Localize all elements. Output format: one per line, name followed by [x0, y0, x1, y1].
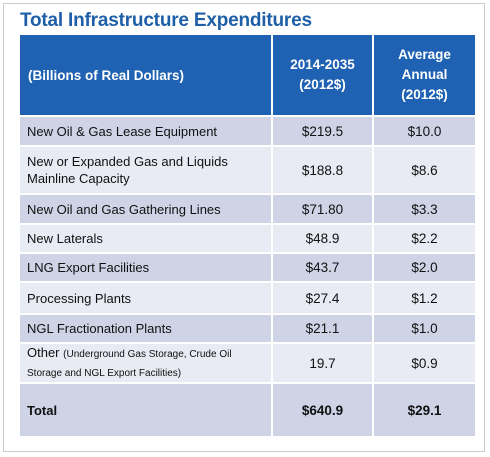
- header-period-total: 2014-2035 (2012$): [272, 35, 374, 117]
- expenditures-table: (Billions of Real Dollars) 2014-2035 (20…: [20, 35, 475, 438]
- row-label: New or Expanded Gas and Liquids Mainline…: [20, 146, 273, 195]
- row-label: New Laterals: [20, 224, 273, 254]
- row-total: $21.1: [272, 314, 374, 344]
- row-total: $43.7: [272, 253, 374, 283]
- row-label-note: (Underground Gas Storage, Crude Oil Stor…: [27, 349, 232, 379]
- row-label-main: Other: [27, 345, 60, 360]
- row-total: $27.4: [272, 282, 374, 315]
- table-header-row: (Billions of Real Dollars) 2014-2035 (20…: [20, 35, 475, 117]
- table-row: LNG Export Facilities $43.7 $2.0: [20, 253, 475, 283]
- table-row: New or Expanded Gas and Liquids Mainline…: [20, 146, 475, 195]
- total-label: Total: [20, 383, 273, 438]
- table-row: NGL Fractionation Plants $21.1 $1.0: [20, 314, 475, 344]
- total-value: $640.9: [272, 383, 374, 438]
- row-label: Processing Plants: [20, 282, 273, 315]
- row-label: NGL Fractionation Plants: [20, 314, 273, 344]
- total-annual: $29.1: [373, 383, 475, 438]
- table-panel: Total Infrastructure Expenditures (Billi…: [3, 3, 485, 452]
- header-period-line2: (2012$): [299, 77, 346, 92]
- row-annual: $2.2: [373, 224, 475, 254]
- row-label: LNG Export Facilities: [20, 253, 273, 283]
- row-annual: $1.2: [373, 282, 475, 315]
- table-row: Other (Underground Gas Storage, Crude Oi…: [20, 343, 475, 384]
- row-annual: $8.6: [373, 146, 475, 195]
- total-row: Total $640.9 $29.1: [20, 383, 475, 438]
- table-row: New Oil & Gas Lease Equipment $219.5 $10…: [20, 116, 475, 147]
- row-annual: $2.0: [373, 253, 475, 283]
- row-label: Other (Underground Gas Storage, Crude Oi…: [20, 343, 273, 384]
- row-total: 19.7: [272, 343, 374, 384]
- row-total: $219.5: [272, 116, 374, 147]
- header-period-line1: 2014-2035: [290, 57, 355, 72]
- row-annual: $3.3: [373, 194, 475, 225]
- row-total: $71.80: [272, 194, 374, 225]
- page-title: Total Infrastructure Expenditures: [20, 10, 312, 31]
- row-annual: $10.0: [373, 116, 475, 147]
- table-row: New Laterals $48.9 $2.2: [20, 224, 475, 254]
- table-row: Processing Plants $27.4 $1.2: [20, 282, 475, 315]
- row-label: New Oil and Gas Gathering Lines: [20, 194, 273, 225]
- row-total: $48.9: [272, 224, 374, 254]
- header-average-annual: Average Annual (2012$): [373, 35, 475, 117]
- header-average-line2: (2012$): [401, 87, 448, 102]
- header-units-label: (Billions of Real Dollars): [20, 35, 273, 117]
- row-total: $188.8: [272, 146, 374, 195]
- header-average-line1: Average Annual: [398, 47, 451, 82]
- row-label: New Oil & Gas Lease Equipment: [20, 116, 273, 147]
- row-annual: $0.9: [373, 343, 475, 384]
- table-row: New Oil and Gas Gathering Lines $71.80 $…: [20, 194, 475, 225]
- row-annual: $1.0: [373, 314, 475, 344]
